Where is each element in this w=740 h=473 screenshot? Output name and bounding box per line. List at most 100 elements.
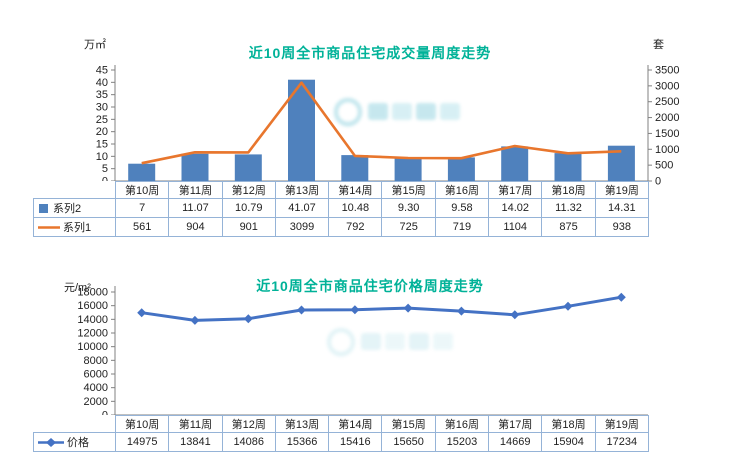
category-cell: 第14周 — [328, 181, 383, 199]
volume-line-series — [141, 81, 622, 165]
left-tick-label: 18000 — [77, 287, 108, 299]
left-axis-ticks: 051015202530354045 — [96, 65, 115, 188]
category-cell: 第13周 — [274, 415, 330, 433]
bar — [501, 146, 529, 181]
left-tick-label: 16000 — [77, 300, 108, 312]
line-diamond-legend-icon — [38, 437, 64, 447]
price-chart-title: 近10周全市商品住宅价格周度走势 — [256, 278, 484, 294]
volume-left-axis-unit: 万㎡ — [84, 39, 106, 51]
left-tick-label: 2000 — [84, 396, 108, 408]
value-cell: 9.30 — [381, 198, 436, 218]
value-cell: 17234 — [594, 432, 649, 452]
value-cell: 13841 — [168, 432, 223, 452]
value-cell: 938 — [594, 217, 649, 237]
value-cell: 9.58 — [434, 198, 490, 218]
watermark-logo — [333, 97, 460, 127]
diamond-marker — [510, 310, 520, 320]
category-cell: 第10周 — [114, 181, 170, 199]
price-data-table: 第10周 第11周 第12周 第13周 第14周 第15周 第16周 第17周 第18周 第19周… — [33, 415, 649, 452]
legend-cell: 系列1 — [33, 217, 116, 237]
bar-legend-icon — [39, 203, 48, 213]
value-cell: 10.48 — [328, 198, 383, 218]
value-cell: 41.07 — [274, 198, 330, 218]
volume-chart-title: 近10周全市商品住宅成交量周度走势 — [248, 45, 492, 61]
left-tick-label: 25 — [96, 114, 108, 126]
category-cell: 第12周 — [221, 415, 276, 433]
category-cell: 第17周 — [488, 415, 543, 433]
volume-data-table: 第10周 第11周 第12周 第13周 第14周 第15周 第16周 第17周 第18周 第19周… — [33, 181, 649, 237]
value-cell: 15366 — [274, 432, 330, 452]
right-tick-label: 1500 — [655, 128, 679, 140]
category-cell: 第14周 — [328, 415, 383, 433]
right-axis-ticks: 0 500 1000 1500 2000 2500 3000 3500 — [648, 65, 679, 188]
category-cell: 第18周 — [541, 415, 596, 433]
right-tick-label: 1000 — [655, 144, 679, 156]
left-tick-label: 20 — [96, 126, 108, 138]
left-tick-label: 35 — [96, 89, 108, 101]
table-corner — [34, 416, 116, 433]
left-tick-label: 4000 — [84, 382, 108, 394]
value-cell: 15904 — [541, 432, 596, 452]
price-chart-canvas: 0200040006000800010000120001400016000180… — [77, 286, 648, 422]
category-cell: 第16周 — [434, 415, 490, 433]
volume-right-axis-unit: 套 — [653, 39, 664, 51]
price-left-axis-unit: 元/m² — [64, 282, 91, 294]
series-name: 价格 — [67, 437, 89, 449]
volume-chart-section: 万㎡ 近10周全市商品住宅成交量周度走势 套 05101520253035404… — [0, 30, 740, 270]
line-legend-icon — [38, 225, 60, 229]
diamond-marker — [403, 303, 413, 313]
value-cell: 904 — [168, 217, 223, 237]
category-cell: 第15周 — [381, 181, 436, 199]
value-cell: 14086 — [221, 432, 276, 452]
price-chart-section: 元/m² 近10周全市商品住宅价格周度走势 020004000600080001… — [0, 270, 740, 473]
series-name: 系列2 — [53, 203, 82, 215]
right-tick-label: 0 — [655, 176, 661, 188]
left-axis-ticks: 0200040006000800010000120001400016000180… — [77, 287, 115, 422]
value-cell: 14.02 — [488, 198, 543, 218]
diamond-marker — [616, 292, 626, 302]
right-tick-label: 2000 — [655, 112, 679, 124]
left-tick-label: 10000 — [77, 341, 108, 353]
bar-series — [128, 79, 635, 181]
value-cell: 11.07 — [168, 198, 223, 218]
category-cell: 第16周 — [434, 181, 490, 199]
category-cell: 第13周 — [274, 181, 330, 199]
legend-cell: 系列2 — [33, 198, 116, 218]
diamond-marker — [137, 308, 147, 318]
value-cell: 14.31 — [594, 198, 649, 218]
price-line-series — [141, 295, 622, 322]
bar — [181, 153, 209, 181]
value-cell: 1104 — [488, 217, 543, 237]
right-tick-label: 3000 — [655, 80, 679, 92]
table-corner — [34, 182, 116, 199]
category-cell: 第17周 — [488, 181, 543, 199]
value-cell: 901 — [221, 217, 276, 237]
category-cell: 第19周 — [594, 181, 649, 199]
value-cell: 719 — [434, 217, 490, 237]
bar — [128, 163, 156, 181]
left-tick-label: 40 — [96, 77, 108, 89]
bar — [234, 154, 262, 181]
value-cell: 10.79 — [221, 198, 276, 218]
value-cell: 792 — [328, 217, 383, 237]
value-cell: 14669 — [488, 432, 543, 452]
diamond-marker — [563, 301, 573, 311]
table-row: 系列1 561 904 901 3099 792 725 719 1104 875 938 — [33, 217, 649, 237]
diamond-marker — [190, 315, 200, 325]
value-cell: 875 — [541, 217, 596, 237]
value-cell: 11.32 — [541, 198, 596, 218]
bar — [554, 153, 582, 181]
value-cell: 561 — [114, 217, 170, 237]
category-cell: 第11周 — [168, 181, 223, 199]
category-cell: 第15周 — [381, 415, 436, 433]
right-tick-label: 2500 — [655, 96, 679, 108]
diamond-marker — [243, 314, 253, 324]
legend-cell: 价格 — [33, 432, 116, 452]
value-cell: 7 — [114, 198, 170, 218]
left-tick-label: 14000 — [77, 314, 108, 326]
bar — [394, 158, 422, 181]
value-cell: 725 — [381, 217, 436, 237]
category-cell: 第12周 — [221, 181, 276, 199]
table-row: 系列2 7 11.07 10.79 41.07 10.48 9.30 9.58 14.02 11.… — [33, 198, 649, 218]
